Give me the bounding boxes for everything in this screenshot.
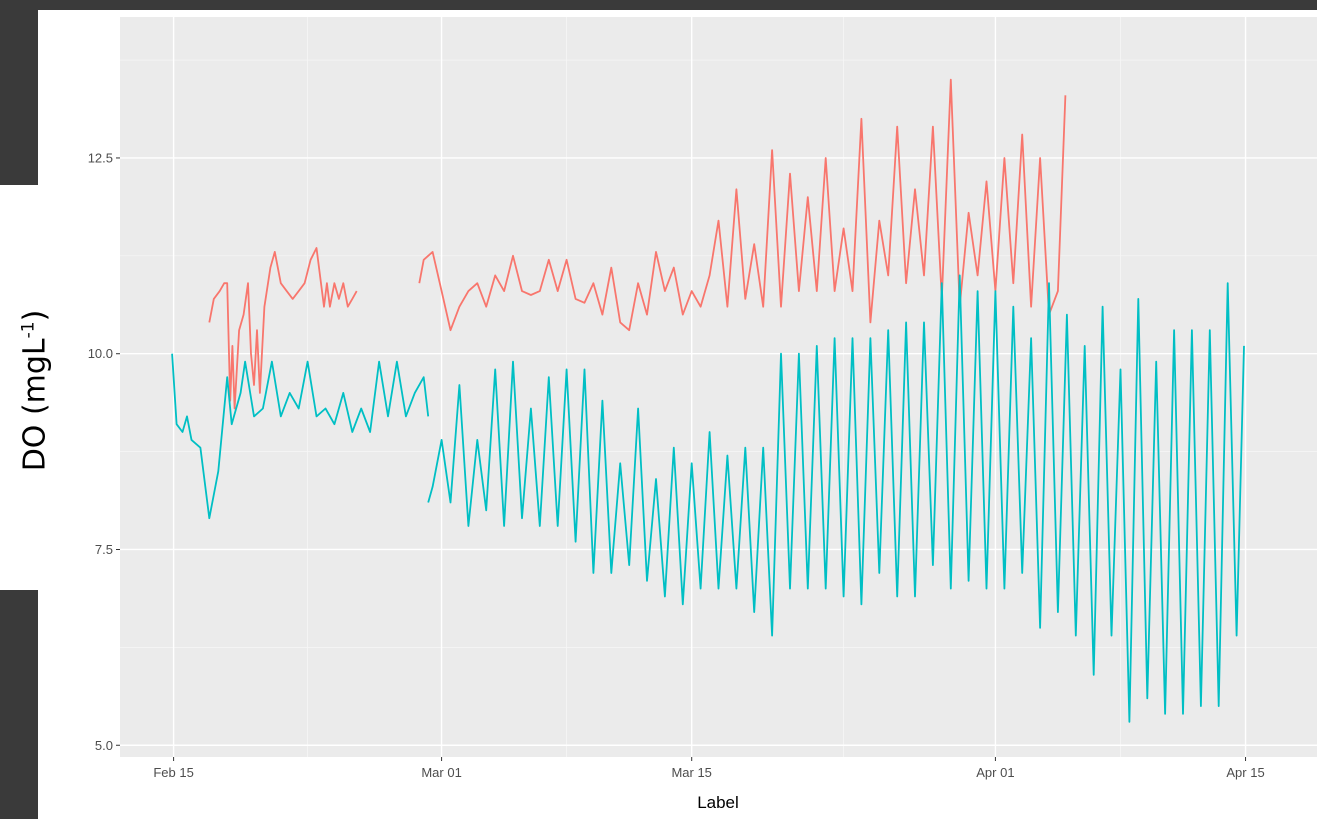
series-1-line bbox=[208, 247, 358, 410]
x-tick-label: Feb 15 bbox=[153, 765, 193, 780]
x-tick-label: Apr 01 bbox=[976, 765, 1014, 780]
y-tick-label: 12.5 bbox=[88, 150, 113, 165]
y-axis-title-close: ) bbox=[17, 309, 53, 321]
y-axis-title-sup: -1 bbox=[18, 320, 39, 338]
slide-frame-left-bottom bbox=[0, 590, 38, 819]
plot-panel bbox=[120, 17, 1317, 757]
slide-frame-top bbox=[0, 0, 1317, 10]
y-axis-title-wrap: DO (mgL-1) bbox=[5, 200, 65, 580]
y-axis-title-base: DO (mgL bbox=[17, 337, 53, 471]
x-tick-label: Mar 15 bbox=[671, 765, 711, 780]
axis-ticks: Feb 15 Mar 01 Mar 15 Apr 01 Apr 15 5.0 7.5 10.0… bbox=[88, 150, 1265, 780]
grid-major bbox=[120, 17, 1317, 757]
y-tick-label: 10.0 bbox=[88, 346, 113, 361]
x-tick-label: Mar 01 bbox=[421, 765, 461, 780]
y-tick-label: 7.5 bbox=[95, 542, 113, 557]
series-2-line bbox=[427, 274, 1245, 723]
series-layer bbox=[171, 78, 1245, 723]
series-1-line bbox=[418, 78, 1067, 332]
y-axis-title: DO (mgL-1) bbox=[18, 309, 53, 471]
y-tick-label: 5.0 bbox=[95, 738, 113, 753]
series-2-line bbox=[171, 353, 430, 520]
x-axis-title: Label bbox=[697, 793, 739, 812]
slide-frame-left-top bbox=[0, 0, 38, 185]
x-tick-label: Apr 15 bbox=[1226, 765, 1264, 780]
